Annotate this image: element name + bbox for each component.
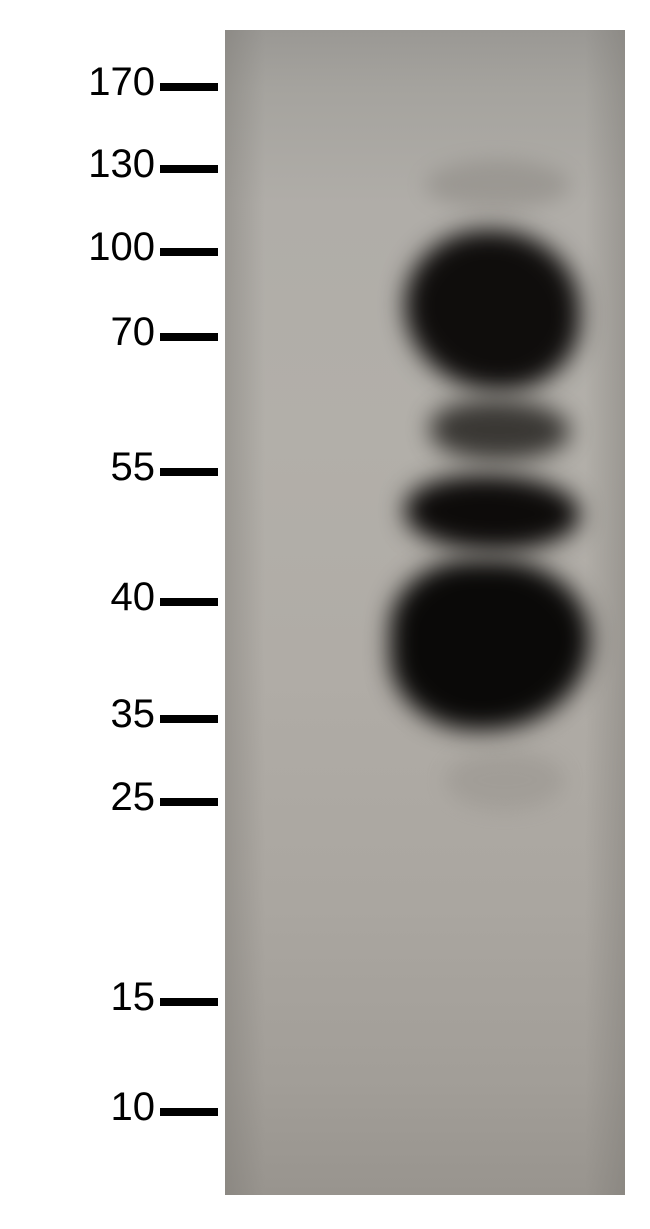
ladder-label-10: 10 (111, 1085, 156, 1130)
ladder-tick-15 (160, 998, 218, 1006)
blot-band-0 (425, 160, 570, 210)
ladder-tick-10 (160, 1108, 218, 1116)
ladder-tick-170 (160, 83, 218, 91)
ladder-tick-130 (160, 165, 218, 173)
blot-membrane (225, 30, 625, 1195)
ladder-tick-35 (160, 715, 218, 723)
ladder-tick-40 (160, 598, 218, 606)
ladder-label-170: 170 (88, 60, 155, 105)
ladder-label-100: 100 (88, 225, 155, 270)
ladder-tick-70 (160, 333, 218, 341)
ladder-label-15: 15 (111, 975, 156, 1020)
ladder-tick-25 (160, 798, 218, 806)
ladder-label-70: 70 (111, 310, 156, 355)
ladder-label-130: 130 (88, 142, 155, 187)
ladder-label-55: 55 (111, 445, 156, 490)
western-blot-figure: 170 130 100 70 55 40 35 25 15 10 (0, 0, 650, 1229)
ladder-label-25: 25 (111, 775, 156, 820)
blot-band-3 (405, 475, 580, 550)
ladder-tick-55 (160, 468, 218, 476)
blot-band-2 (430, 400, 570, 460)
ladder-tick-100 (160, 248, 218, 256)
blot-band-5 (445, 750, 565, 810)
ladder-label-35: 35 (111, 692, 156, 737)
ladder-label-40: 40 (111, 575, 156, 620)
